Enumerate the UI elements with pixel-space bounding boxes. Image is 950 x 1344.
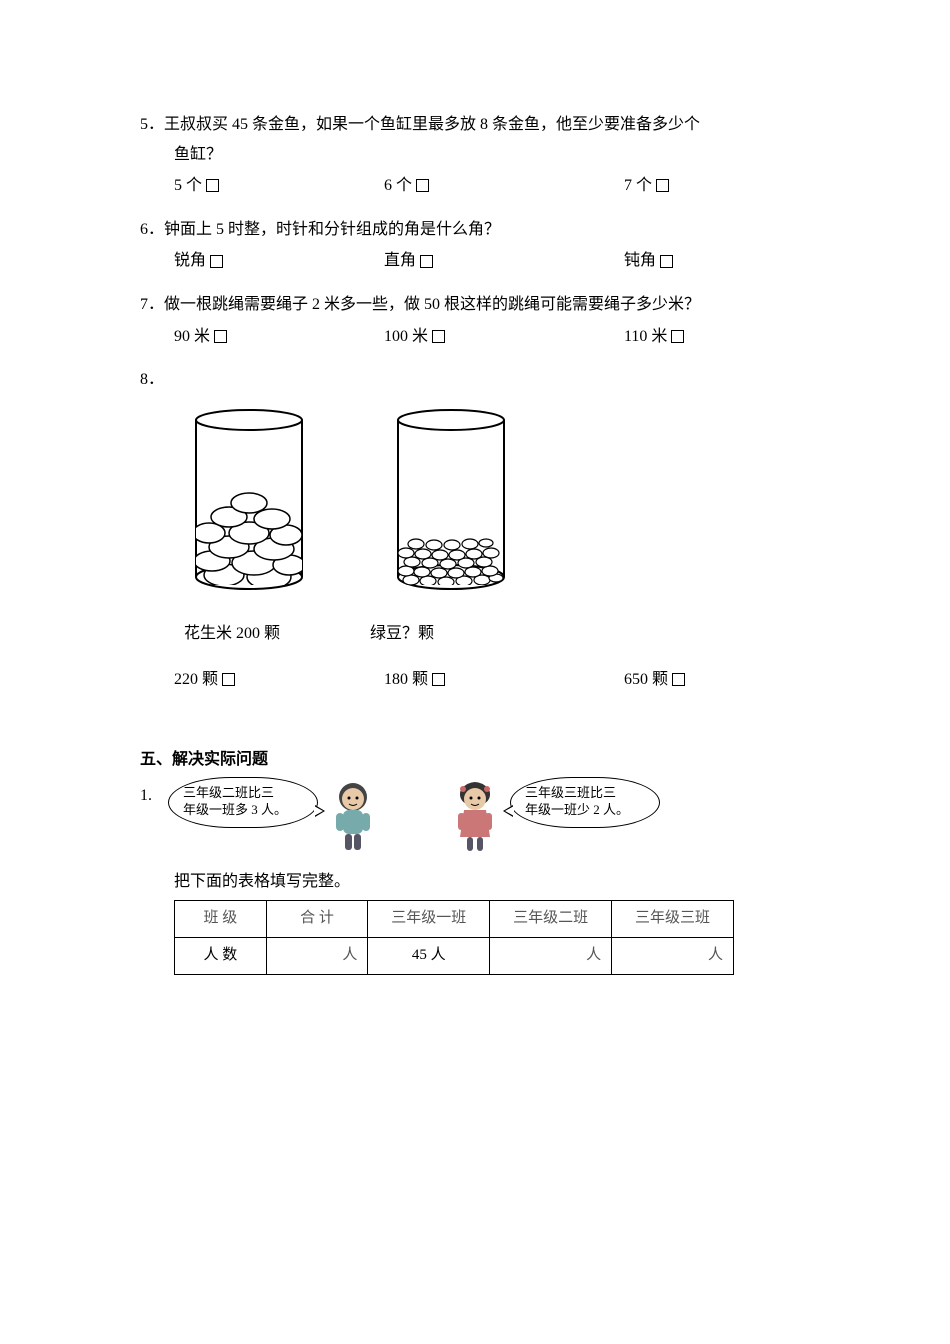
bubble-group-right: 三年级三班比三 年级一班少 2 人。 [446, 777, 660, 855]
q8-opt-c-label: 650 颗 [624, 665, 668, 695]
q5-opt-c-label: 7 个 [624, 171, 652, 201]
q6-opt-a[interactable]: 锐角 [174, 246, 384, 276]
question-8: 8． [140, 365, 810, 694]
bubble-group-left: 三年级二班比三 年级一班多 3 人。 [168, 777, 382, 855]
checkbox-icon[interactable] [206, 179, 219, 192]
bubble-left-line1: 三年级二班比三 [183, 785, 274, 800]
checkbox-icon[interactable] [222, 673, 235, 686]
td-c2[interactable]: 人 [490, 937, 612, 974]
q8-label-peanuts: 花生米 200 颗 [184, 619, 280, 649]
checkbox-icon[interactable] [671, 330, 684, 343]
q5-text-line1: 王叔叔买 45 条金鱼，如果一个鱼缸里最多放 8 条金鱼，他至少要准备多少个 [164, 116, 700, 133]
jar-peanuts-icon [174, 405, 324, 595]
s5-question-1: 1. 三年级二班比三 年级一班多 3 人。 [140, 777, 810, 975]
checkbox-icon[interactable] [656, 179, 669, 192]
q7-opt-a-label: 90 米 [174, 322, 210, 352]
q6-opt-b[interactable]: 直角 [384, 246, 624, 276]
jar-beans-icon [376, 405, 526, 595]
q7-opt-a[interactable]: 90 米 [174, 322, 384, 352]
q6-opt-c[interactable]: 钝角 [624, 246, 810, 276]
checkbox-icon[interactable] [214, 330, 227, 343]
speech-bubble-left: 三年级二班比三 年级一班多 3 人。 [168, 777, 318, 828]
section-5-title: 五、解决实际问题 [140, 745, 810, 769]
th-c3: 三年级三班 [612, 901, 734, 938]
q7-options: 90 米 100 米 110 米 [140, 322, 810, 352]
q5-opt-a[interactable]: 5 个 [174, 171, 384, 201]
q5-opt-b-label: 6 个 [384, 171, 412, 201]
jar-peanuts [174, 405, 324, 606]
th-c2: 三年级二班 [490, 901, 612, 938]
worksheet-page: 5．王叔叔买 45 条金鱼，如果一个鱼缸里最多放 8 条金鱼，他至少要准备多少个… [0, 0, 950, 1049]
checkbox-icon[interactable] [432, 330, 445, 343]
q7-opt-c[interactable]: 110 米 [624, 322, 810, 352]
td-c3[interactable]: 人 [612, 937, 734, 974]
q5-number: 5． [140, 110, 164, 140]
th-total: 合 计 [266, 901, 368, 938]
q8-jars [140, 405, 810, 606]
q5-opt-a-label: 5 个 [174, 171, 202, 201]
question-5: 5．王叔叔买 45 条金鱼，如果一个鱼缸里最多放 8 条金鱼，他至少要准备多少个… [140, 110, 810, 201]
q5-text-line2: 鱼缸？ [140, 140, 810, 170]
q6-number: 6． [140, 215, 164, 245]
q7-number: 7． [140, 290, 164, 320]
q8-options: 220 颗 180 颗 650 颗 [140, 665, 810, 695]
q5-options: 5 个 6 个 7 个 [140, 171, 810, 201]
q8-opt-b[interactable]: 180 颗 [384, 665, 624, 695]
q6-options: 锐角 直角 钝角 [140, 246, 810, 276]
checkbox-icon[interactable] [210, 255, 223, 268]
td-c1: 45 人 [368, 937, 490, 974]
q8-opt-c[interactable]: 650 颗 [624, 665, 810, 695]
checkbox-icon[interactable] [420, 255, 433, 268]
q6-opt-a-label: 锐角 [174, 246, 206, 276]
girl-icon [446, 777, 504, 855]
checkbox-icon[interactable] [672, 673, 685, 686]
q8-labels: 花生米 200 颗 绿豆？颗 [140, 619, 810, 649]
q8-opt-a-label: 220 颗 [174, 665, 218, 695]
q6-text: 钟面上 5 时整，时针和分针组成的角是什么角？ [164, 221, 500, 238]
th-class: 班 级 [175, 901, 267, 938]
q8-opt-a[interactable]: 220 颗 [174, 665, 384, 695]
table-row: 人 数 人 45 人 人 人 [175, 937, 734, 974]
checkbox-icon[interactable] [416, 179, 429, 192]
q8-opt-b-label: 180 颗 [384, 665, 428, 695]
s5q1-table: 班 级 合 计 三年级一班 三年级二班 三年级三班 人 数 人 45 人 人 人 [174, 900, 734, 975]
td-total[interactable]: 人 [266, 937, 368, 974]
q5-opt-c[interactable]: 7 个 [624, 171, 810, 201]
speech-bubble-right: 三年级三班比三 年级一班少 2 人。 [510, 777, 660, 828]
bubble-right-line2: 年级一班少 2 人。 [525, 802, 629, 817]
q6-opt-c-label: 钝角 [624, 246, 656, 276]
q7-opt-b-label: 100 米 [384, 322, 428, 352]
boy-icon [324, 777, 382, 855]
jar-beans [376, 405, 526, 606]
q6-opt-b-label: 直角 [384, 246, 416, 276]
td-label: 人 数 [175, 937, 267, 974]
bubble-left-line2: 年级一班多 3 人。 [183, 802, 287, 817]
q7-opt-c-label: 110 米 [624, 322, 667, 352]
bubble-right-line1: 三年级三班比三 [525, 785, 616, 800]
table-row: 班 级 合 计 三年级一班 三年级二班 三年级三班 [175, 901, 734, 938]
q7-opt-b[interactable]: 100 米 [384, 322, 624, 352]
s5q1-caption: 把下面的表格填写完整。 [140, 867, 810, 897]
s5q1-bubbles: 三年级二班比三 年级一班多 3 人。 [152, 777, 660, 855]
q8-number: 8． [140, 365, 164, 395]
th-c1: 三年级一班 [368, 901, 490, 938]
q7-text: 做一根跳绳需要绳子 2 米多一些，做 50 根这样的跳绳可能需要绳子多少米？ [164, 296, 700, 313]
q8-label-beans: 绿豆？颗 [370, 619, 434, 649]
s5q1-number: 1. [140, 777, 152, 811]
q5-opt-b[interactable]: 6 个 [384, 171, 624, 201]
question-6: 6．钟面上 5 时整，时针和分针组成的角是什么角？ 锐角 直角 钝角 [140, 215, 810, 276]
checkbox-icon[interactable] [432, 673, 445, 686]
question-7: 7．做一根跳绳需要绳子 2 米多一些，做 50 根这样的跳绳可能需要绳子多少米？… [140, 290, 810, 351]
checkbox-icon[interactable] [660, 255, 673, 268]
